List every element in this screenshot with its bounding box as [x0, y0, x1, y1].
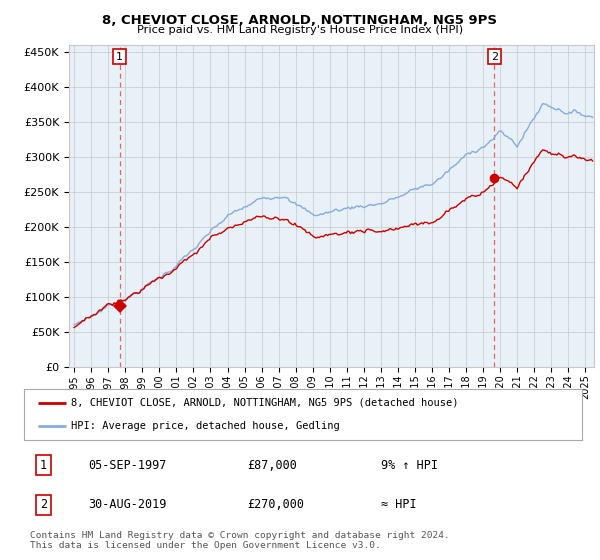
Text: 2: 2 [491, 52, 498, 62]
Text: Price paid vs. HM Land Registry's House Price Index (HPI): Price paid vs. HM Land Registry's House … [137, 25, 463, 35]
Text: Contains HM Land Registry data © Crown copyright and database right 2024.
This d: Contains HM Land Registry data © Crown c… [30, 531, 450, 550]
Text: 05-SEP-1997: 05-SEP-1997 [88, 459, 167, 472]
Text: 1: 1 [116, 52, 123, 62]
Text: 30-AUG-2019: 30-AUG-2019 [88, 498, 167, 511]
Text: 8, CHEVIOT CLOSE, ARNOLD, NOTTINGHAM, NG5 9PS (detached house): 8, CHEVIOT CLOSE, ARNOLD, NOTTINGHAM, NG… [71, 398, 459, 408]
Text: £87,000: £87,000 [247, 459, 297, 472]
Text: 8, CHEVIOT CLOSE, ARNOLD, NOTTINGHAM, NG5 9PS: 8, CHEVIOT CLOSE, ARNOLD, NOTTINGHAM, NG… [103, 14, 497, 27]
Text: 9% ↑ HPI: 9% ↑ HPI [381, 459, 438, 472]
Text: 2: 2 [40, 498, 47, 511]
Text: ≈ HPI: ≈ HPI [381, 498, 417, 511]
Text: £270,000: £270,000 [247, 498, 304, 511]
Text: HPI: Average price, detached house, Gedling: HPI: Average price, detached house, Gedl… [71, 421, 340, 431]
Text: 1: 1 [40, 459, 47, 472]
